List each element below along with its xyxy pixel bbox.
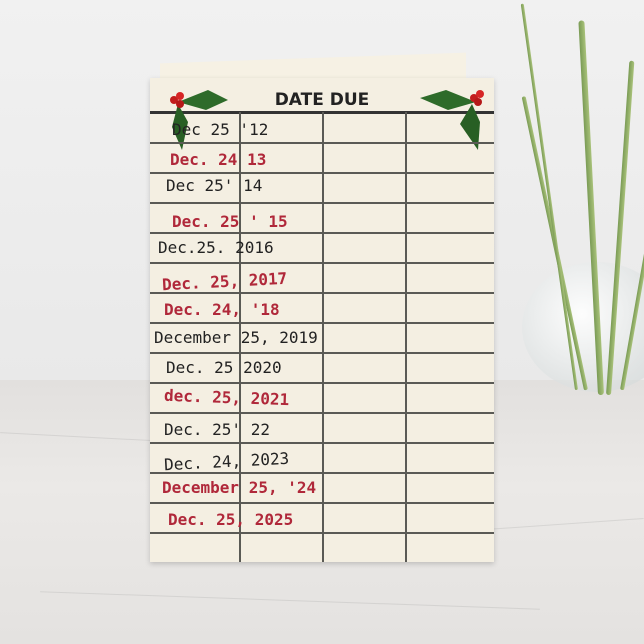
row-rule (150, 232, 494, 234)
row-rule (150, 442, 494, 444)
date-stamp: Dec. 25, 2025 (168, 510, 294, 529)
date-stamp: Dec. 24 13 (170, 150, 267, 169)
row-rule (150, 412, 494, 414)
column-divider (322, 112, 324, 562)
greeting-card: DATE DUE Dec 25 '12 Dec. 24 13 Dec 25' 14 D… (150, 78, 494, 562)
row-rule (150, 202, 494, 204)
row-rule (150, 142, 494, 144)
row-rule (150, 382, 494, 384)
column-divider (405, 112, 407, 562)
date-stamp: Dec.25. 2016 (158, 238, 274, 257)
holly-icon (170, 90, 228, 150)
row-rule (150, 292, 494, 294)
date-stamp: Dec. 24, '18 (164, 300, 280, 319)
date-stamp: Dec 25' 14 (166, 176, 263, 195)
row-rule (150, 472, 494, 474)
row-rule (150, 532, 494, 534)
date-stamp: December 25, 2019 (154, 328, 318, 347)
date-stamp: December 25, '24 (162, 478, 317, 497)
date-stamp: Dec. 24, 2023 (163, 448, 290, 475)
date-stamp: Dec 25 '12 (172, 120, 269, 139)
column-divider (239, 112, 241, 562)
row-rule (150, 502, 494, 504)
date-stamp: Dec. 25 ' 15 (172, 212, 288, 231)
date-stamp: dec. 25, 2021 (163, 385, 290, 410)
date-stamp: Dec. 25 2020 (166, 358, 282, 377)
holly-icon (420, 90, 484, 150)
date-stamp: Dec. 25, 2017 (161, 268, 288, 295)
card-title: DATE DUE (274, 90, 370, 110)
row-rule (150, 172, 494, 174)
row-rule (150, 322, 494, 324)
date-stamp: Dec. 25' 22 (164, 420, 270, 439)
row-rule (150, 352, 494, 354)
row-rule (150, 262, 494, 264)
